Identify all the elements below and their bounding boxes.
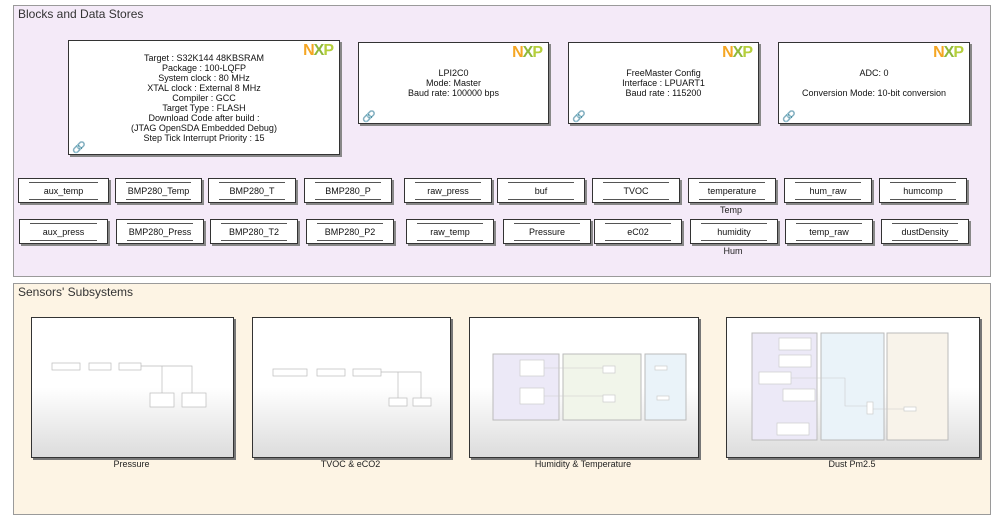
config-line: Compiler : GCC	[172, 92, 236, 103]
subsystem-label: Pressure	[113, 459, 150, 469]
config-line: Baud rate : 115200	[625, 88, 702, 98]
subsystem-label: TVOC & eCO2	[320, 459, 381, 469]
data-store-pressure[interactable]: Pressure	[503, 219, 591, 244]
subsystem-thumbnail	[492, 353, 687, 421]
config-line: Target Type : FLASH	[162, 102, 246, 113]
data-store-temp-raw[interactable]: temp_raw	[785, 219, 873, 244]
nxp-logo: NXP	[303, 42, 334, 59]
subsystem-thumbnail	[751, 332, 949, 441]
data-store-raw-press[interactable]: raw_press	[404, 178, 492, 203]
data-store-humcomp[interactable]: humcomp	[879, 178, 967, 203]
link-icon: 🔗	[362, 111, 376, 123]
config-line	[779, 78, 969, 88]
subsystem-dust-pm2-5[interactable]	[726, 317, 980, 458]
data-store-bmp280-t2[interactable]: BMP280_T2	[210, 219, 298, 244]
subsystem-label: Dust Pm2.5	[828, 459, 876, 469]
lpi2c-config-block[interactable]: NXP LPI2C0 Mode: Master Baud rate: 100000 b…	[358, 42, 549, 124]
subsystem-tvoc-eco2[interactable]	[252, 317, 451, 458]
subsystem-humidity-temperature[interactable]	[469, 317, 699, 458]
nxp-logo: NXP	[722, 44, 753, 61]
data-store-ec02[interactable]: eC02	[594, 219, 682, 244]
data-store-buf[interactable]: buf	[497, 178, 585, 203]
config-line: Interface : LPUART1	[622, 78, 705, 88]
nxp-logo: NXP	[512, 44, 543, 61]
data-store-dustdensity[interactable]: dustDensity	[881, 219, 969, 244]
config-line: Conversion Mode: 10-bit conversion	[801, 88, 947, 98]
target-config-block[interactable]: NXP Target : S32K144 48KBSRAM Package : 10…	[68, 40, 340, 155]
config-line: Package : 100-LQFP	[161, 62, 247, 73]
data-store-label: Hum	[723, 246, 743, 256]
data-store-label: Temp	[719, 205, 742, 215]
data-store-tvoc[interactable]: TVOC	[592, 178, 680, 203]
data-store-temperature[interactable]: temperature	[688, 178, 776, 203]
config-line: Download Code after build :	[148, 112, 260, 123]
link-icon: 🔗	[782, 111, 796, 123]
link-icon: 🔗	[72, 142, 86, 154]
config-line: Mode: Master	[425, 78, 482, 88]
subsystem-thumbnail	[51, 362, 207, 408]
data-store-bmp280-press[interactable]: BMP280_Press	[116, 219, 204, 244]
config-line: XTAL clock : External 8 MHz	[147, 82, 261, 93]
data-store-aux-temp[interactable]: aux_temp	[18, 178, 109, 203]
config-line: Baud rate: 100000 bps	[407, 88, 500, 98]
config-line: ADC: 0	[859, 68, 889, 78]
config-line: FreeMaster Config	[626, 68, 701, 78]
area-title: Sensors' Subsystems	[18, 285, 134, 299]
subsystem-label: Humidity & Temperature	[534, 459, 632, 469]
subsystem-thumbnail	[272, 368, 432, 407]
area-title: Blocks and Data Stores	[18, 7, 144, 21]
adc-config-block[interactable]: NXP ADC: 0 Conversion Mode: 10-bit convers…	[778, 42, 970, 124]
data-store-raw-temp[interactable]: raw_temp	[406, 219, 494, 244]
subsystem-pressure[interactable]	[31, 317, 234, 458]
config-line: Step Tick Interrupt Priority : 15	[143, 132, 265, 143]
data-store-bmp280-p2[interactable]: BMP280_P2	[306, 219, 394, 244]
freemaster-config-block[interactable]: NXP FreeMaster Config Interface : LPUART1 B…	[568, 42, 759, 124]
data-store-aux-press[interactable]: aux_press	[19, 219, 108, 244]
config-line: LPI2C0	[438, 68, 469, 78]
config-line: System clock : 80 MHz	[158, 72, 250, 83]
config-line: (JTAG OpenSDA Embedded Debug)	[131, 122, 277, 133]
data-store-bmp280-p[interactable]: BMP280_P	[304, 178, 392, 203]
data-store-bmp280-temp[interactable]: BMP280_Temp	[115, 178, 202, 203]
nxp-logo: NXP	[933, 44, 964, 61]
data-store-hum-raw[interactable]: hum_raw	[784, 178, 872, 203]
data-store-humidity[interactable]: humidity	[690, 219, 778, 244]
link-icon: 🔗	[572, 111, 586, 123]
config-line: Target : S32K144 48KBSRAM	[143, 52, 265, 63]
data-store-bmp280-t[interactable]: BMP280_T	[208, 178, 296, 203]
